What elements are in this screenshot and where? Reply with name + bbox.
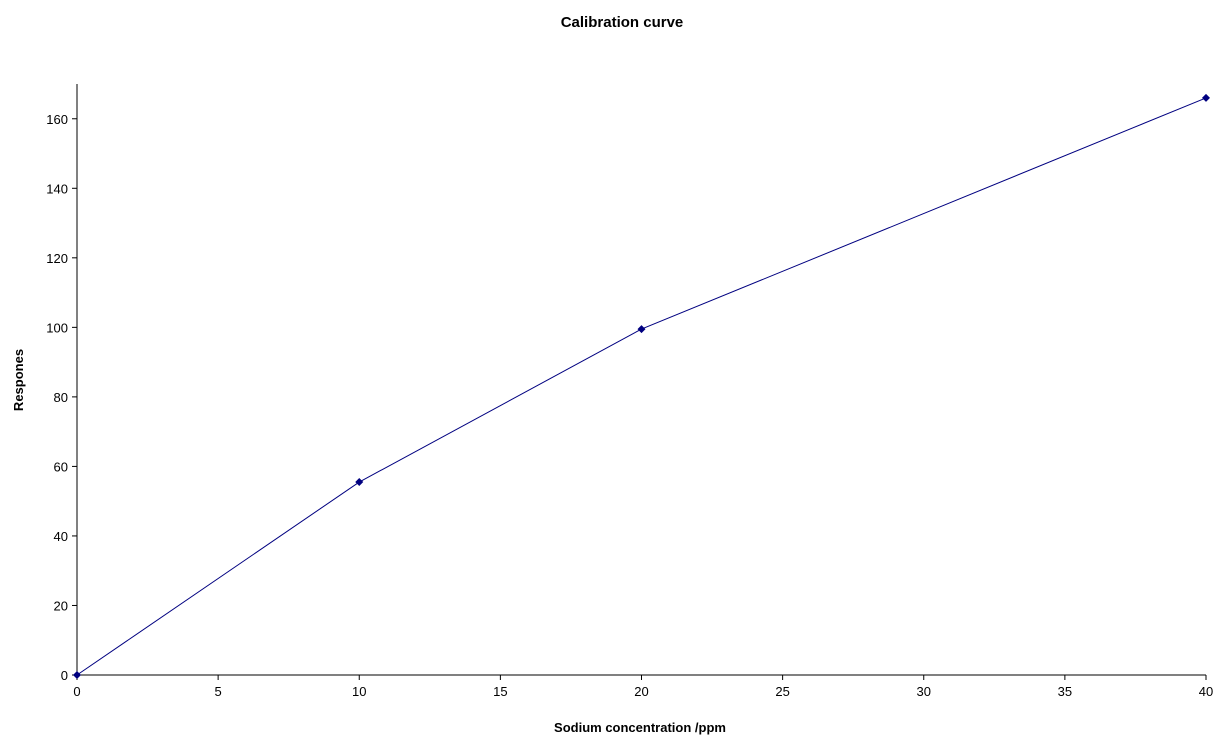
- plot-area: 0 20 40 60 80 100 120 140 160 0 5 10 15 20 25 30 35 40: [46, 84, 1213, 699]
- x-tick-label: 10: [352, 684, 366, 699]
- y-axis-label: Respones: [11, 349, 26, 411]
- x-tick-label: 30: [917, 684, 931, 699]
- chart-title: Calibration curve: [561, 14, 684, 31]
- y-tick-label: 80: [54, 390, 68, 405]
- data-point: [355, 478, 364, 487]
- x-tick-label: 35: [1058, 684, 1072, 699]
- series-line: [76, 97, 1207, 676]
- y-tick-label: 60: [54, 459, 68, 474]
- data-point: [73, 671, 81, 679]
- x-tick-label: 15: [493, 684, 507, 699]
- x-tick-label: 5: [215, 684, 222, 699]
- y-tick-label: 40: [54, 529, 68, 544]
- y-tick-label: 100: [46, 320, 68, 335]
- y-tick-label: 140: [46, 181, 68, 196]
- x-tick-label: 40: [1199, 684, 1213, 699]
- data-point: [637, 325, 646, 334]
- data-point: [1202, 93, 1210, 102]
- x-tick-label: 20: [634, 684, 648, 699]
- y-tick-label: 120: [46, 251, 68, 266]
- x-tick-label: 25: [775, 684, 789, 699]
- x-tick-label: 0: [73, 684, 80, 699]
- y-tick-label: 0: [61, 668, 68, 683]
- y-tick-label: 160: [46, 112, 68, 127]
- x-axis-label: Sodium concentration /ppm: [554, 720, 726, 735]
- y-tick-label: 20: [54, 598, 68, 613]
